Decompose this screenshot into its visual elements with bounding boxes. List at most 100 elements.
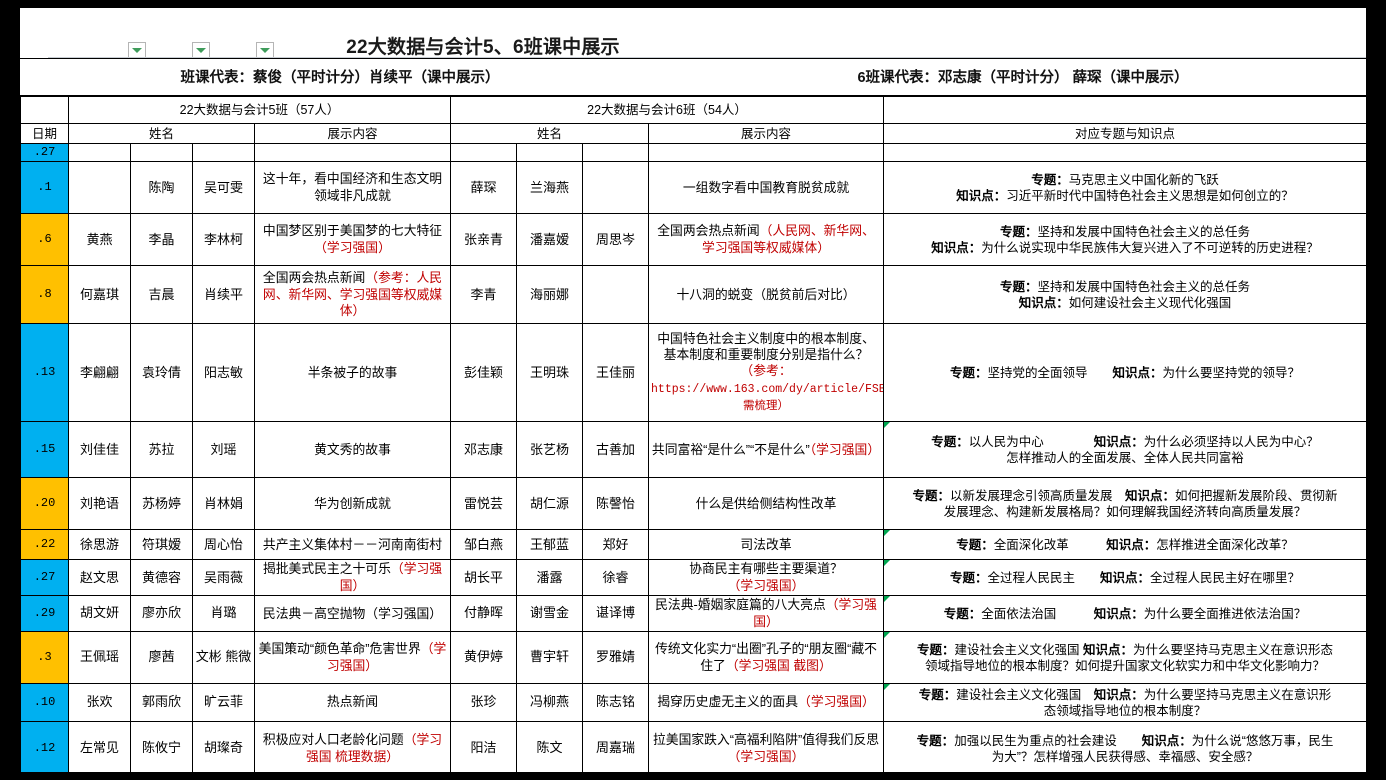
cell-content5[interactable]: 共产主义集体村－－河南南街村: [253, 529, 452, 561]
cell-name6-2[interactable]: 王郁蓝: [516, 529, 584, 561]
cell-name5-2[interactable]: 郭雨欣: [130, 683, 193, 723]
cell-date[interactable]: .10: [20, 683, 69, 723]
cell-name6-3[interactable]: 古善加: [582, 421, 650, 479]
cell-content5[interactable]: 中国梦区别于美国梦的七大特征（学习强国）: [253, 213, 452, 267]
cell-name5-2[interactable]: 廖亦欣: [130, 595, 193, 633]
cell-topic[interactable]: 专题：以新发展理念引领高质量发展 知识点：如何把握新发展阶段、贯彻新 发展理念、构…: [883, 477, 1366, 531]
cell-name6-2[interactable]: [516, 142, 584, 163]
cell-name6-1[interactable]: 雷悦芸: [450, 477, 518, 531]
cell-date[interactable]: .27: [20, 142, 69, 163]
cell-content5[interactable]: [253, 142, 452, 163]
cell-name6-1[interactable]: 付静晖: [450, 595, 518, 633]
cell-name5-2[interactable]: 苏杨婷: [130, 477, 193, 531]
cell-date[interactable]: .8: [20, 265, 69, 325]
cell-name6-2[interactable]: 潘露: [516, 559, 584, 597]
cell-date[interactable]: .3: [20, 631, 69, 685]
cell-name6-3[interactable]: 周嘉瑞: [582, 721, 650, 772]
cell-content5[interactable]: 民法典－高空抛物（学习强国）: [253, 595, 452, 633]
cell-name5-1[interactable]: 赵文思: [68, 559, 131, 597]
cell-name5-3[interactable]: 肖林娟: [192, 477, 255, 531]
cell-name5-3[interactable]: 吴可雯: [192, 161, 255, 215]
cell-name5-2[interactable]: 廖茜: [130, 631, 193, 685]
cell-name5-1[interactable]: 徐思游: [68, 529, 131, 561]
cell-name6-1[interactable]: 彭佳颖: [450, 323, 518, 423]
cell-content6[interactable]: 传统文化实力“出圈”孔子的“朋友圈“藏不住了（学习强国 截图）: [648, 631, 885, 685]
cell-name6-3[interactable]: 陈志铭: [582, 683, 650, 723]
cell-name5-2[interactable]: 陈陶: [130, 161, 193, 215]
cell-name5-1[interactable]: 左常见: [68, 721, 131, 772]
cell-content5[interactable]: 美国策动“颜色革命”危害世界（学习强国）: [253, 631, 452, 685]
cell-content5[interactable]: 揭批美式民主之十可乐（学习强国）: [253, 559, 452, 597]
cell-name5-3[interactable]: 刘瑶: [192, 421, 255, 479]
cell-topic[interactable]: 专题：以人民为中心 知识点：为什么必须坚持以人民为中心？ 怎样推动人的全面发展、全…: [883, 421, 1366, 479]
cell-name6-3[interactable]: 陈謦怡: [582, 477, 650, 531]
cell-name6-2[interactable]: 谢雪金: [516, 595, 584, 633]
cell-name5-1[interactable]: 何嘉琪: [68, 265, 131, 325]
cell-name5-1[interactable]: [68, 161, 131, 215]
cell-content5[interactable]: 华为创新成就: [253, 477, 452, 531]
cell-name5-2[interactable]: 吉晨: [130, 265, 193, 325]
cell-content5[interactable]: 全国两会热点新闻（参考：人民网、新华网、学习强国等权威媒体）: [253, 265, 452, 325]
cell-content6[interactable]: 中国特色社会主义制度中的根本制度、基本制度和重要制度分别是指什么？（参考：htt…: [648, 323, 885, 423]
cell-name6-1[interactable]: [450, 142, 518, 163]
cell-name6-1[interactable]: 李青: [450, 265, 518, 325]
cell-name5-1[interactable]: 刘艳语: [68, 477, 131, 531]
cell-name5-1[interactable]: [68, 142, 131, 163]
cell-name6-3[interactable]: [582, 265, 650, 325]
cell-content6[interactable]: 十八洞的蜕变（脱贫前后对比）: [648, 265, 885, 325]
cell-content5[interactable]: 半条被子的故事: [253, 323, 452, 423]
cell-name5-3[interactable]: 李林柯: [192, 213, 255, 267]
cell-name6-2[interactable]: 海丽娜: [516, 265, 584, 325]
cell-name5-1[interactable]: 刘佳佳: [68, 421, 131, 479]
cell-topic[interactable]: 专题：坚持党的全面领导 知识点：为什么要坚持党的领导？: [883, 323, 1366, 423]
cell-name5-3[interactable]: 文彬 熊微: [192, 631, 255, 685]
cell-date[interactable]: .29: [20, 595, 69, 633]
cell-content6[interactable]: 民法典-婚姻家庭篇的八大亮点（学习强国）: [648, 595, 885, 633]
cell-date[interactable]: .6: [20, 213, 69, 267]
cell-content5[interactable]: 热点新闻: [253, 683, 452, 723]
cell-name6-1[interactable]: 阳洁: [450, 721, 518, 772]
cell-content5[interactable]: 积极应对人口老龄化问题（学习强国 梳理数据）: [253, 721, 452, 772]
cell-name6-3[interactable]: [582, 142, 650, 163]
filter-dropdown-icon-2[interactable]: [192, 42, 210, 59]
cell-name6-3[interactable]: 郑好: [582, 529, 650, 561]
cell-name6-1[interactable]: 胡长平: [450, 559, 518, 597]
cell-topic[interactable]: 专题：坚持和发展中国特色社会主义的总任务 知识点：为什么说实现中华民族伟大复兴进入…: [883, 213, 1366, 267]
cell-topic[interactable]: 专题：建设社会主义文化强国 知识点：为什么要坚持马克思主义在意识形态领域指导地位…: [883, 683, 1366, 723]
cell-date[interactable]: .27: [20, 559, 69, 597]
cell-name5-3[interactable]: 肖续平: [192, 265, 255, 325]
cell-name6-1[interactable]: 邓志康: [450, 421, 518, 479]
cell-date[interactable]: .20: [20, 477, 69, 531]
cell-content5[interactable]: 黄文秀的故事: [253, 421, 452, 479]
cell-content5[interactable]: 这十年，看中国经济和生态文明领域非凡成就: [253, 161, 452, 215]
cell-topic[interactable]: 专题：全面依法治国 知识点：为什么要全面推进依法治国？: [883, 595, 1366, 633]
cell-name5-3[interactable]: 旷云菲: [192, 683, 255, 723]
cell-name6-2[interactable]: 潘嘉嫒: [516, 213, 584, 267]
cell-name5-2[interactable]: 袁玲倩: [130, 323, 193, 423]
cell-topic[interactable]: 专题：马克思主义中国化新的飞跃 知识点：习近平新时代中国特色社会主义思想是如何创立…: [883, 161, 1366, 215]
cell-name5-2[interactable]: 陈攸宁: [130, 721, 193, 772]
cell-topic[interactable]: 专题：全面深化改革 知识点：怎样推进全面深化改革？: [883, 529, 1366, 561]
cell-content6[interactable]: 全国两会热点新闻（人民网、新华网、学习强国等权威媒体）: [648, 213, 885, 267]
cell-content6[interactable]: 司法改革: [648, 529, 885, 561]
cell-name6-1[interactable]: 邹白燕: [450, 529, 518, 561]
cell-name6-2[interactable]: 张艺杨: [516, 421, 584, 479]
cell-name5-1[interactable]: 王佩瑶: [68, 631, 131, 685]
cell-name5-2[interactable]: 黄德容: [130, 559, 193, 597]
cell-content6[interactable]: 揭穿历史虚无主义的面具（学习强国）: [648, 683, 885, 723]
cell-name6-1[interactable]: 薛琛: [450, 161, 518, 215]
cell-date[interactable]: .22: [20, 529, 69, 561]
cell-name5-1[interactable]: 张欢: [68, 683, 131, 723]
cell-name5-1[interactable]: 李翩翩: [68, 323, 131, 423]
cell-topic[interactable]: [883, 142, 1366, 163]
cell-name5-2[interactable]: 苏拉: [130, 421, 193, 479]
cell-content6[interactable]: 拉美国家跌入“高福利陷阱”值得我们反思（学习强国）: [648, 721, 885, 772]
cell-content6[interactable]: 什么是供给侧结构性改革: [648, 477, 885, 531]
cell-content6[interactable]: 共同富裕“是什么”“不是什么”（学习强国）: [648, 421, 885, 479]
cell-name6-3[interactable]: 罗雅婧: [582, 631, 650, 685]
cell-name5-3[interactable]: 周心怡: [192, 529, 255, 561]
cell-name5-3[interactable]: 阳志敏: [192, 323, 255, 423]
cell-topic[interactable]: 专题：全过程人民民主 知识点：全过程人民民主好在哪里？: [883, 559, 1366, 597]
cell-date[interactable]: .1: [20, 161, 69, 215]
cell-name5-2[interactable]: 李晶: [130, 213, 193, 267]
